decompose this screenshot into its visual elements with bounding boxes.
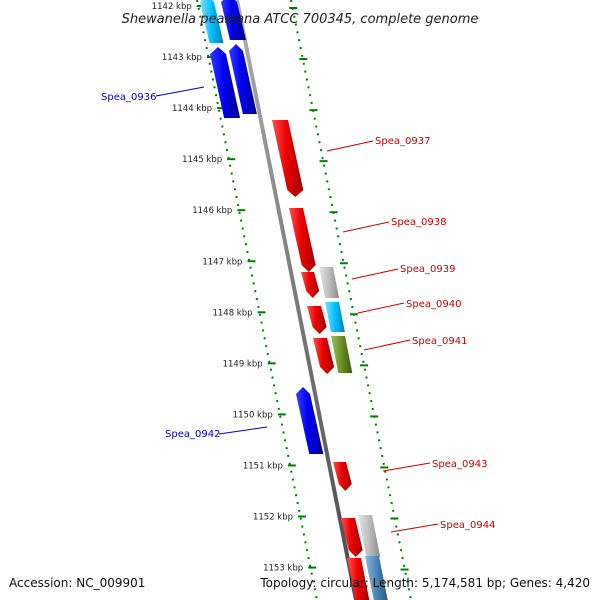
gene-label-leader-line (351, 268, 399, 280)
gene-label-leader-line (357, 302, 405, 314)
gene-label-leader-line (218, 426, 268, 435)
gene-block-spea-0943[interactable] (333, 462, 352, 491)
gene-block-spea-0936[interactable] (210, 47, 241, 118)
kbp-tick-label: 1149 kbp (223, 359, 263, 369)
gene-block-spea-0940[interactable] (307, 306, 327, 334)
gene-label-leader-line (390, 523, 439, 533)
kbp-ticks: 1142 kbp 1143 kbp 1144 kbp 1145 kbp 1146 kbp… (152, 2, 409, 574)
kbp-tick-label: 1152 kbp (253, 513, 293, 523)
gene-label-leader-line (382, 462, 431, 472)
gene-label-spea-0943[interactable]: Spea_0943 (432, 459, 487, 470)
kbp-tick-label: 1147 kbp (202, 257, 242, 267)
olive-feature-block[interactable] (331, 336, 353, 373)
backbone (235, 0, 358, 600)
gene-label-spea-0940[interactable]: Spea_0940 (406, 299, 461, 310)
accession-text: Accession: NC_009901 (9, 576, 145, 590)
gray-feature-block[interactable] (358, 515, 381, 557)
gene-label-leader-line (155, 86, 205, 97)
kbp-tick-label: 1146 kbp (192, 206, 232, 216)
gene-block-spea-0942[interactable] (296, 387, 324, 454)
gene-labels: Spea_0936 Spea_0937 Spea_0938 Spea_0939 Spea… (101, 86, 495, 533)
gene-label-spea-0942[interactable]: Spea_0942 (165, 429, 220, 440)
gene-block-spea-0938[interactable] (289, 208, 316, 272)
gene-label-spea-0936[interactable]: Spea_0936 (101, 92, 156, 103)
gray-feature-block[interactable] (319, 267, 340, 298)
gene-label-leader-line (326, 140, 374, 152)
kbp-tick-label: 1145 kbp (182, 155, 222, 165)
gene-label-spea-0938[interactable]: Spea_0938 (391, 217, 446, 228)
plus-gene-block[interactable] (347, 558, 371, 600)
gene-label-spea-0937[interactable]: Spea_0937 (375, 136, 430, 147)
left-ruler-line (196, 0, 318, 600)
gene-label-spea-0944[interactable]: Spea_0944 (440, 520, 495, 531)
cyan-feature-block[interactable] (200, 0, 224, 43)
kbp-tick-label: 1144 kbp (172, 104, 212, 114)
cyan-feature-block[interactable] (325, 302, 345, 332)
map-title: Shewanella pealeana ATCC 700345, complet… (122, 12, 479, 27)
gene-label-leader-line (363, 339, 411, 351)
gene-label-leader-line (342, 221, 390, 233)
genome-backbone-line (235, 0, 358, 600)
steel-feature-block[interactable] (365, 556, 390, 600)
gene-label-spea-0941[interactable]: Spea_0941 (412, 336, 467, 347)
kbp-tick-label: 1148 kbp (212, 308, 252, 318)
topology-text: Topology: circular; Length: 5,174,581 bp… (259, 576, 590, 590)
gene-block-spea-0941[interactable] (313, 338, 335, 374)
gene-block-spea-0944[interactable] (341, 518, 363, 557)
minus-gene-block[interactable] (221, 0, 246, 40)
gene-block-spea-0939[interactable] (301, 272, 320, 298)
gene-label-spea-0939[interactable]: Spea_0939 (400, 264, 455, 275)
minus-gene-block[interactable] (229, 44, 257, 114)
kbp-tick-label: 1151 kbp (243, 461, 283, 471)
gene-block-spea-0937[interactable] (272, 120, 304, 197)
kbp-tick-label: 1150 kbp (233, 410, 273, 420)
ruler-lines (196, 0, 412, 600)
right-ruler-line (290, 0, 412, 600)
kbp-tick-label: 1153 kbp (263, 564, 303, 574)
kbp-tick-label: 1143 kbp (162, 53, 202, 63)
gene-features (200, 0, 390, 600)
kbp-tick-label: 1142 kbp (152, 2, 192, 12)
